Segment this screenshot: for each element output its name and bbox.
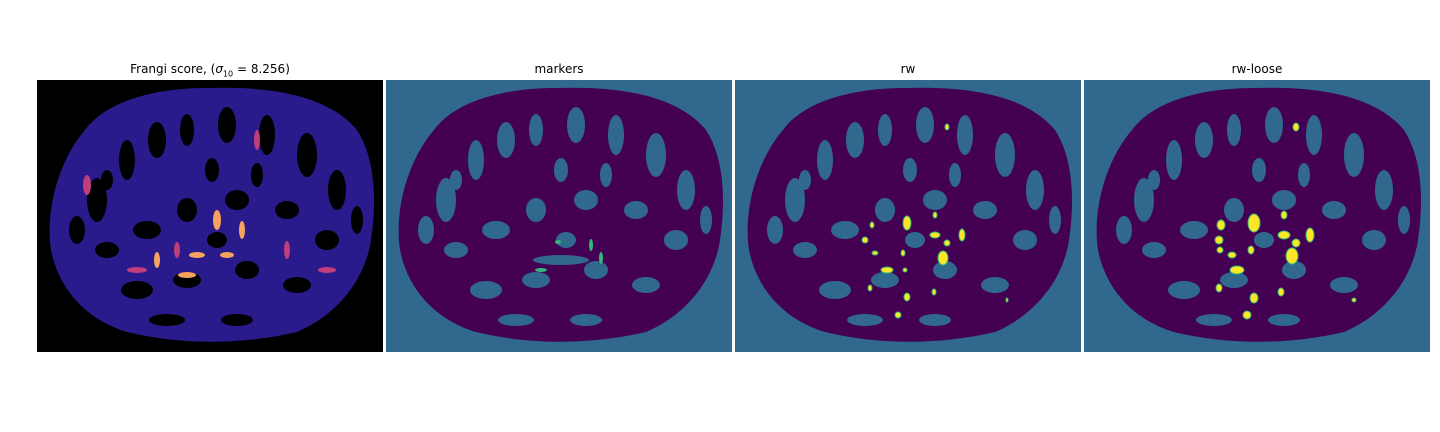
panel-title-rw: rw — [900, 62, 916, 76]
panel-title-rw-loose: rw-loose — [1231, 62, 1283, 76]
frangi-score-image — [37, 80, 383, 352]
panel-title-frangi: Frangi score, (σ10 = 8.256) — [130, 62, 290, 79]
markers-image — [386, 80, 732, 352]
panel-title-markers: markers — [534, 62, 584, 76]
rw-loose-image — [1084, 80, 1430, 352]
rw-image — [735, 80, 1081, 352]
